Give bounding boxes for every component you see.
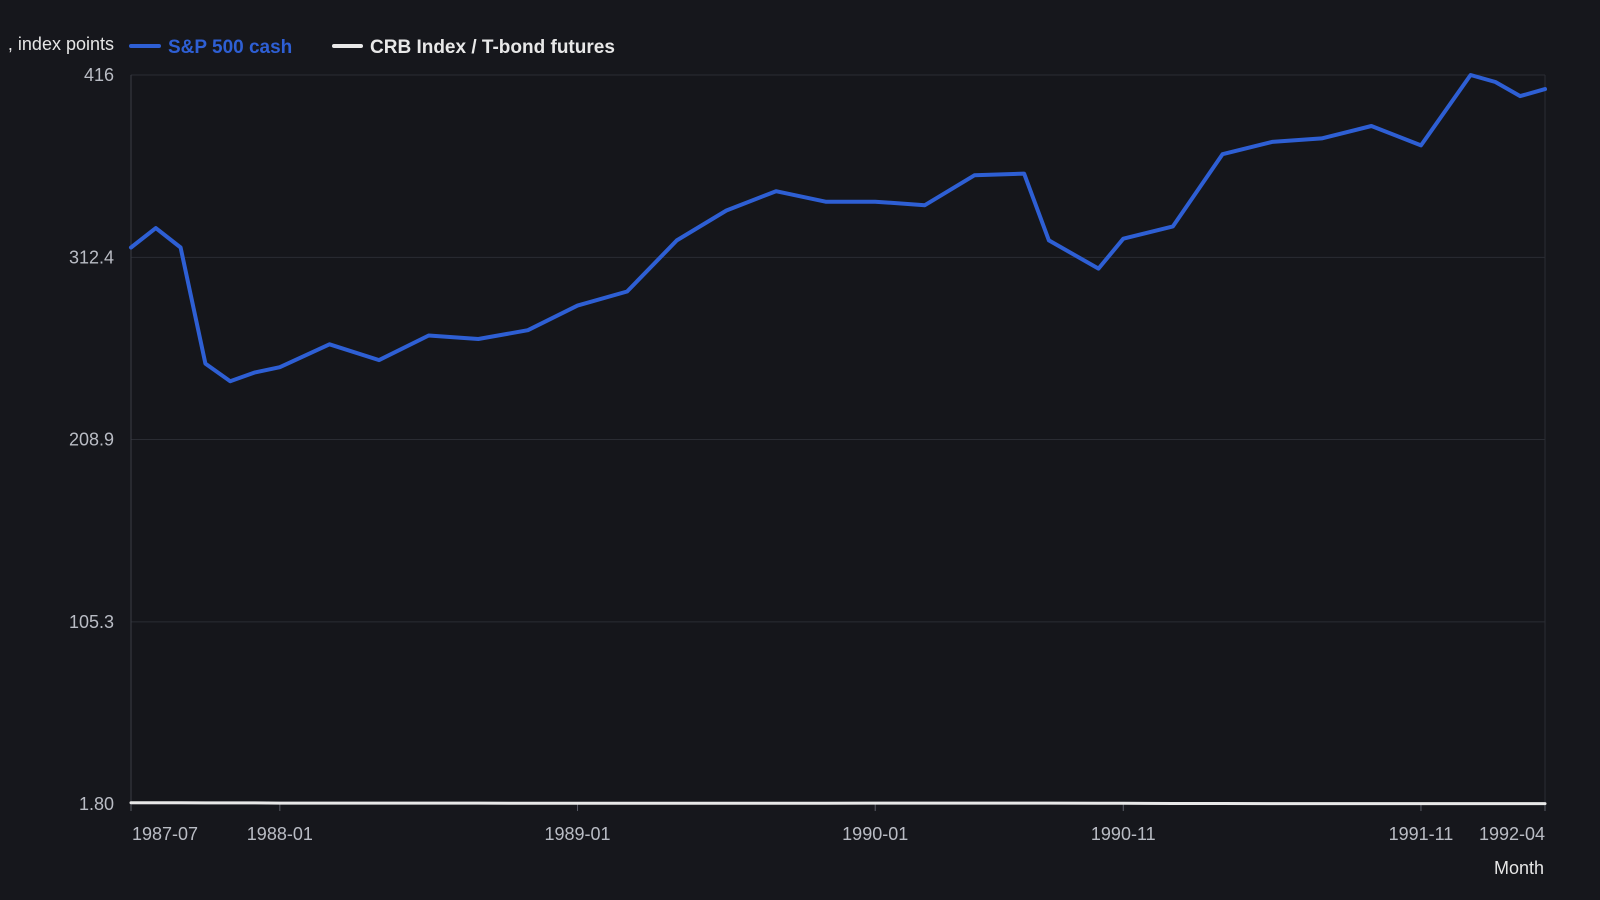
series-line-sp500[interactable] xyxy=(129,73,1547,384)
x-tick-label: 1989-01 xyxy=(544,824,610,844)
legend-item-crb[interactable]: CRB Index / T-bond futures xyxy=(332,37,615,58)
legend-item-sp500[interactable]: S&P 500 cash xyxy=(129,37,292,58)
series-line-crb[interactable] xyxy=(129,801,1547,806)
y-axis-label: , index points xyxy=(8,34,114,54)
x-tick-label: 1990-01 xyxy=(842,824,908,844)
y-tick-label: 208.9 xyxy=(69,430,114,450)
x-tick-label: 1988-01 xyxy=(247,824,313,844)
x-tick-label: 1991-11 xyxy=(1389,824,1454,844)
x-tick-label: 1990-11 xyxy=(1091,824,1156,844)
legend-label-crb: CRB Index / T-bond futures xyxy=(370,37,615,58)
legend-label-sp500: S&P 500 cash xyxy=(168,37,292,58)
y-tick-labels: 1.80 105.3 208.9 312.4 416 xyxy=(69,65,114,814)
x-tick-label: 1992-04 xyxy=(1479,824,1545,844)
legend: S&P 500 cash CRB Index / T-bond futures xyxy=(129,37,615,58)
y-tick-label: 312.4 xyxy=(69,247,114,267)
y-tick-label: 105.3 xyxy=(69,612,114,632)
series-lines xyxy=(129,73,1547,806)
x-tick-label: 1987-07 xyxy=(132,824,198,844)
x-tick-labels: 1987-07 1988-01 1989-01 1990-01 1990-11 1991-… xyxy=(130,804,1546,844)
y-tick-label: 416 xyxy=(84,65,114,85)
x-axis-label: Month xyxy=(1494,858,1544,878)
y-tick-label: 1.80 xyxy=(79,794,114,814)
